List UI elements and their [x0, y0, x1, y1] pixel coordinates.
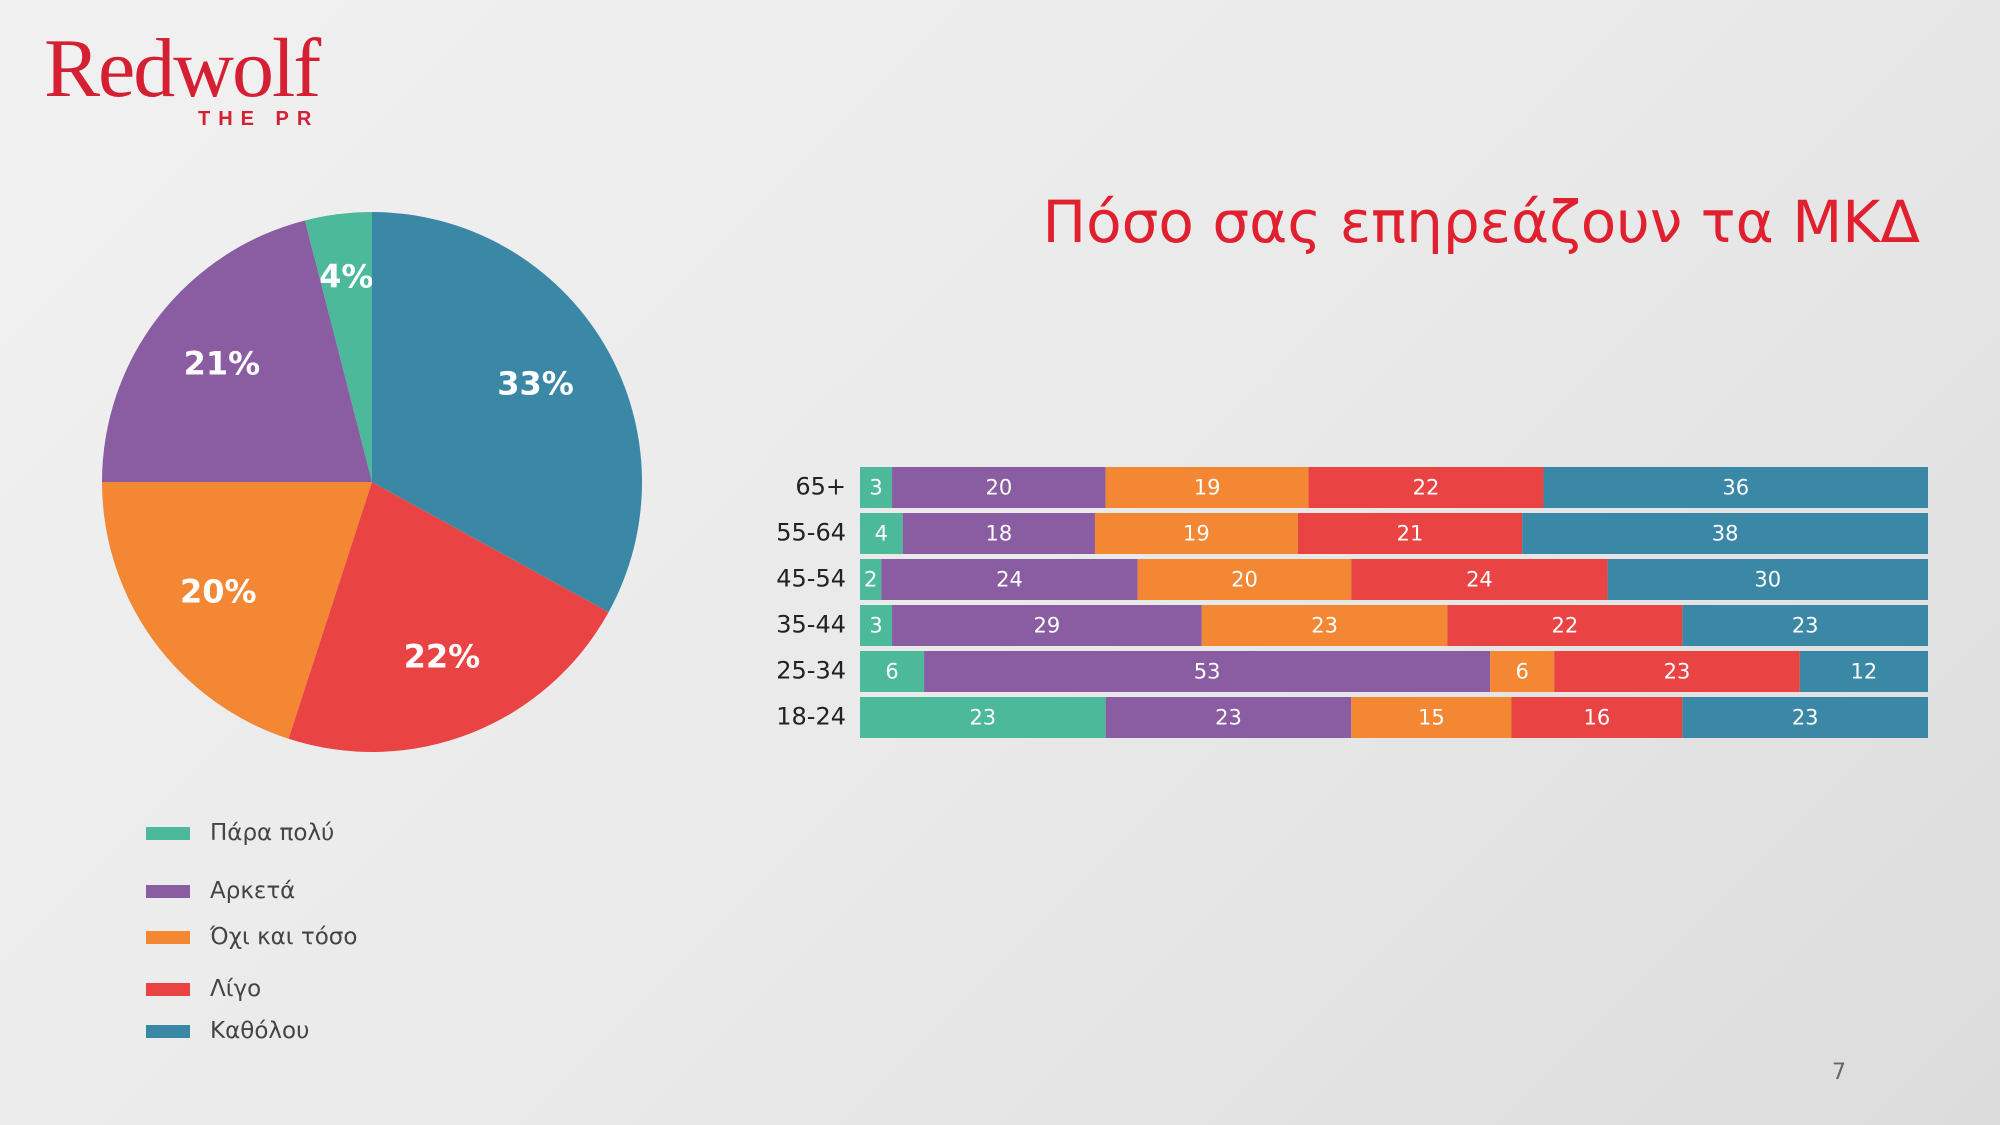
bar-segment — [892, 467, 1106, 508]
legend-swatch — [146, 884, 190, 898]
bar-segment — [860, 697, 1106, 738]
bar-segment-label: 23 — [1215, 706, 1242, 730]
bar-segment — [1607, 559, 1928, 600]
bar-segment — [1511, 697, 1683, 738]
legend-swatch — [146, 1024, 190, 1038]
legend-label: Καθόλου — [210, 1018, 310, 1044]
bar-segment-label: 19 — [1194, 476, 1221, 500]
bar-category-label: 45-54 — [776, 565, 846, 593]
bar-segment — [1201, 605, 1448, 646]
pie-slice-label: 22% — [404, 638, 481, 676]
legend-item-katholou: Καθόλου — [146, 1016, 309, 1046]
legend-swatch — [146, 982, 190, 996]
bar-segment-label: 6 — [885, 660, 898, 684]
bar-segment-label: 18 — [985, 522, 1012, 546]
bar-segment — [1105, 697, 1352, 738]
bar-segment-label: 20 — [985, 476, 1012, 500]
bar-segment — [1094, 513, 1298, 554]
logo-tagline: THE PR — [198, 108, 320, 130]
chart-legend: Πάρα πολύ Αρκετά Όχι και τόσο Λίγο Καθόλ… — [146, 818, 546, 1058]
bar-segment — [1447, 605, 1683, 646]
bar-segment — [860, 605, 893, 646]
legend-item-ligo: Λίγο — [146, 974, 261, 1004]
bar-segment — [1137, 559, 1352, 600]
bar-segment — [881, 559, 1138, 600]
bar-segment-label: 3 — [869, 614, 882, 638]
legend-item-arketa: Αρκετά — [146, 876, 295, 906]
bar-segment — [902, 513, 1095, 554]
bar-segment — [892, 605, 1202, 646]
bar-segment — [1543, 467, 1928, 508]
pie-slice — [372, 211, 642, 613]
legend-label: Πάρα πολύ — [210, 820, 335, 846]
bar-segment — [1308, 467, 1544, 508]
bar-segment-label: 53 — [1194, 660, 1221, 684]
pie-slice-label: 20% — [180, 573, 257, 611]
bar-segment-label: 22 — [1552, 614, 1579, 638]
bar-segment-label: 29 — [1034, 614, 1061, 638]
page-title: Πόσο σας επηρεάζουν τα ΜΚΔ — [1042, 188, 1920, 256]
bar-segment-label: 23 — [1792, 706, 1819, 730]
legend-swatch — [146, 826, 190, 840]
bar-segment-label: 23 — [969, 706, 996, 730]
page-number: 7 — [1832, 1060, 1846, 1085]
bar-segment — [924, 651, 1491, 692]
legend-label: Λίγο — [210, 976, 262, 1002]
bar-segment — [860, 513, 903, 554]
legend-label: Όχι και τόσο — [210, 924, 358, 950]
bar-segment-label: 4 — [875, 522, 888, 546]
bar-segment-label: 16 — [1584, 706, 1611, 730]
pie-chart: 4% 21% 20% 22% 33% — [102, 211, 642, 752]
bar-segment — [1297, 513, 1523, 554]
bar-segment-label: 12 — [1851, 660, 1878, 684]
bar-segment — [860, 467, 893, 508]
bar-segment-label: 19 — [1183, 522, 1210, 546]
bar-segment-label: 22 — [1413, 476, 1440, 500]
legend-swatch — [146, 930, 190, 944]
bar-segment — [1351, 697, 1512, 738]
bar-segment-label: 3 — [869, 476, 882, 500]
bar-category-label: 18-24 — [776, 703, 846, 731]
bar-segment-label: 30 — [1754, 568, 1781, 592]
bar-segment — [860, 651, 925, 692]
bar-segment-label: 15 — [1418, 706, 1445, 730]
pie-slice — [288, 482, 609, 752]
bar-segment-label: 6 — [1515, 660, 1528, 684]
bar-segment — [860, 559, 882, 600]
logo: Redwolf THE PR — [44, 24, 344, 134]
bar-segment-label: 36 — [1722, 476, 1749, 500]
bar-category-label: 25-34 — [776, 657, 846, 685]
legend-label: Αρκετά — [210, 878, 296, 904]
pie-slice-label: 33% — [497, 364, 574, 402]
bar-category-label: 55-64 — [776, 519, 846, 547]
bar-segment — [1682, 697, 1928, 738]
bar-segment — [1682, 605, 1928, 646]
legend-item-para-poly: Πάρα πολύ — [146, 818, 334, 848]
bar-segment — [1554, 651, 1800, 692]
bar-segment-label: 20 — [1231, 568, 1258, 592]
bar-segment — [1105, 467, 1309, 508]
legend-item-ochi-kai-toso: Όχι και τόσο — [146, 922, 357, 952]
bar-segment-label: 23 — [1311, 614, 1338, 638]
bar-segment-label: 23 — [1664, 660, 1691, 684]
pie-slice — [102, 220, 372, 482]
bar-category-label: 35-44 — [776, 611, 846, 639]
bar-segment-label: 24 — [996, 568, 1023, 592]
bar-category-label: 65+ — [795, 473, 846, 501]
bar-segment-label: 38 — [1712, 522, 1739, 546]
bar-segment-label: 2 — [864, 568, 877, 592]
bar-segment — [1490, 651, 1555, 692]
bar-segment-label: 21 — [1397, 522, 1424, 546]
bar-segment-label: 24 — [1466, 568, 1493, 592]
bar-segment — [1351, 559, 1608, 600]
bar-segment — [1522, 513, 1928, 554]
pie-slice — [304, 212, 372, 482]
bar-segment-label: 23 — [1792, 614, 1819, 638]
bar-segment — [1799, 651, 1928, 692]
pie-slice — [102, 482, 372, 739]
pie-slice-label: 4% — [319, 258, 373, 296]
logo-wordmark: Redwolf — [44, 22, 321, 115]
pie-slice-label: 21% — [184, 345, 261, 383]
